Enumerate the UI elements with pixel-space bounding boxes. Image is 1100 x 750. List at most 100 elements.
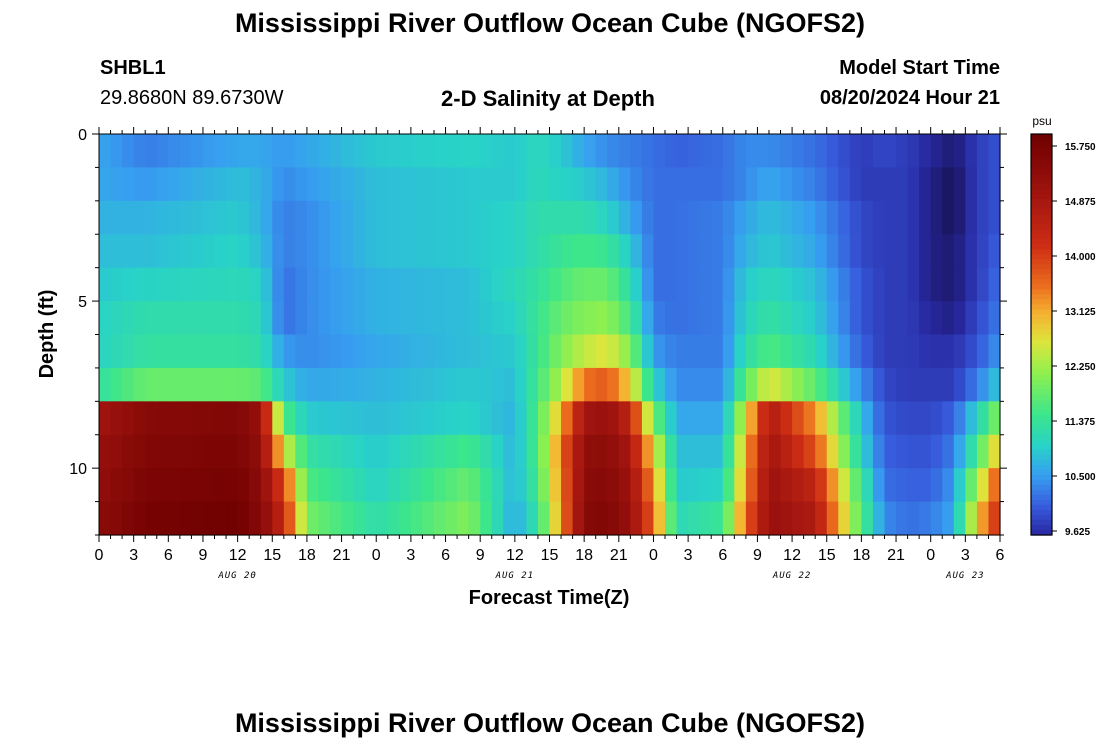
heatmap-cell [803, 267, 816, 302]
heatmap-cell [884, 301, 897, 336]
heatmap-cell [110, 234, 123, 269]
heatmap-cell [549, 234, 562, 269]
heatmap-cell [306, 401, 320, 436]
heatmap-cell [295, 434, 308, 469]
heatmap-cell [191, 267, 204, 302]
heatmap-cell [179, 334, 193, 369]
heatmap-cell [768, 167, 782, 202]
heatmap-cell [179, 134, 193, 169]
heatmap-cell [422, 334, 435, 369]
heatmap-cell [214, 234, 227, 269]
colorbar-unit: psu [1032, 114, 1051, 128]
colorbar-segment [1031, 519, 1052, 526]
heatmap-cell [133, 267, 146, 302]
heatmap-cell [757, 200, 770, 235]
colorbar-tick-label: 14.000 [1065, 252, 1096, 263]
heatmap-cell [122, 200, 135, 235]
heatmap-cell [514, 501, 527, 536]
heatmap-cell [815, 200, 828, 235]
heatmap-cell [919, 301, 932, 336]
heatmap-cell [156, 501, 169, 536]
heatmap-cell [249, 234, 262, 269]
heatmap-cell [815, 468, 828, 503]
heatmap-cell [953, 134, 966, 169]
heatmap-cell [734, 434, 747, 469]
heatmap-cell [976, 267, 990, 302]
y-tick-label: 0 [78, 127, 87, 144]
heatmap-cell [792, 301, 805, 336]
heatmap-cell [445, 334, 458, 369]
colorbar-segment [1031, 489, 1052, 496]
heatmap-cell [283, 401, 296, 436]
heatmap-cell [480, 200, 493, 235]
heatmap-cell [491, 167, 504, 202]
heatmap-cell [514, 401, 527, 436]
colorbar-segment [1031, 159, 1052, 165]
heatmap-cell [561, 334, 574, 369]
heatmap-cell [468, 501, 481, 536]
heatmap-cell [965, 134, 978, 169]
heatmap-cell [584, 167, 597, 202]
heatmap-cell [549, 134, 562, 169]
heatmap-cell [688, 468, 701, 503]
heatmap-cell [745, 200, 759, 235]
heatmap-cell [422, 401, 435, 436]
heatmap-cell [179, 434, 193, 469]
heatmap-cell [341, 334, 354, 369]
heatmap-cell [849, 134, 862, 169]
heatmap-cell [653, 267, 666, 302]
heatmap-cell [306, 200, 320, 235]
heatmap-cell [168, 167, 181, 202]
colorbar-tick-label: 12.250 [1065, 362, 1096, 373]
colorbar-segment [1031, 144, 1052, 150]
heatmap-cell [653, 134, 666, 169]
heatmap-cell [630, 301, 643, 336]
heatmap-cell [457, 501, 470, 536]
heatmap-cell [711, 267, 724, 302]
heatmap-cell [318, 200, 331, 235]
heatmap-cell [237, 468, 250, 503]
heatmap-cell [768, 434, 782, 469]
heatmap-cell [757, 501, 770, 536]
heatmap-cell [699, 234, 712, 269]
heatmap-cell [468, 167, 481, 202]
heatmap-cell [838, 434, 851, 469]
heatmap-cell [618, 334, 631, 369]
heatmap-cell [410, 468, 424, 503]
heatmap-cell [433, 468, 447, 503]
x-tick-label: 21 [333, 547, 351, 564]
heatmap-cell [503, 200, 516, 235]
heatmap-cell [283, 267, 296, 302]
heatmap-cell [849, 200, 862, 235]
heatmap-cell [191, 367, 204, 402]
heatmap-cell [376, 167, 389, 202]
heatmap-cell [942, 301, 955, 336]
heatmap-cell [942, 200, 955, 235]
heatmap-cell [676, 434, 689, 469]
heatmap-cell [965, 234, 978, 269]
heatmap-cell [457, 234, 470, 269]
heatmap-cell [884, 468, 897, 503]
heatmap-cell [919, 200, 932, 235]
heatmap-cell [919, 167, 932, 202]
heatmap-cell [226, 401, 239, 436]
heatmap-cell [965, 401, 978, 436]
heatmap-cell [330, 468, 343, 503]
heatmap-cell [607, 367, 620, 402]
heatmap-cell [237, 334, 250, 369]
heatmap-cell [734, 200, 747, 235]
heatmap-cell [618, 234, 631, 269]
heatmap-cell [133, 134, 146, 169]
heatmap-cell [341, 367, 354, 402]
heatmap-cell [330, 301, 343, 336]
heatmap-cell [376, 234, 389, 269]
heatmap-cell [849, 468, 862, 503]
heatmap-cell [214, 367, 227, 402]
heatmap-cell [976, 434, 990, 469]
heatmap-cell [353, 334, 366, 369]
heatmap-cell [99, 267, 112, 302]
colorbar-segment [1031, 479, 1052, 486]
heatmap-cell [537, 134, 551, 169]
heatmap-cell [653, 401, 666, 436]
heatmap-cell [491, 200, 504, 235]
